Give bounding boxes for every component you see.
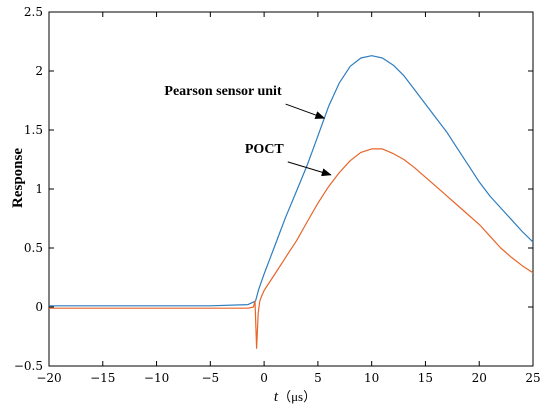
axis-ticks: −20 −15 −10 −5 0 5 10 15 20 25 −0.5 0 0.5 1 1.5 2 2.5 [14, 5, 541, 385]
x-axis-label: t（μs） [274, 389, 316, 405]
plot-area [48, 11, 534, 367]
series-layer [49, 55, 534, 349]
x-axis-label-unit: （μs） [278, 389, 316, 404]
y-tick-label: 0.5 [24, 241, 43, 255]
x-tick-label: −15 [90, 371, 115, 385]
annotation-arrow [285, 103, 326, 119]
x-tick-label: 15 [418, 371, 433, 385]
annotation-arrow [287, 161, 332, 177]
x-tick-label: 5 [314, 371, 322, 385]
y-tick-label: 1.5 [24, 123, 43, 137]
y-tick-label: 2 [35, 64, 43, 78]
annotation-pearson-sensor-unit: Pearson sensor unit [164, 84, 282, 99]
x-tick-label: −5 [201, 371, 219, 385]
annotation-layer: Pearson sensor unit POCT [164, 84, 332, 177]
y-tick-label: −0.5 [14, 359, 43, 373]
annotation-poct: POCT [245, 142, 285, 157]
series-line-poct [49, 148, 534, 349]
y-tick-label: 0 [35, 300, 43, 314]
x-tick-label: −10 [144, 371, 169, 385]
x-tick-label: −20 [36, 371, 61, 385]
y-tick-label: 1 [35, 182, 43, 196]
x-tick-label: 0 [260, 371, 268, 385]
y-axis-label: Response [10, 148, 26, 208]
x-tick-label: 20 [472, 371, 487, 385]
x-tick-label: 25 [525, 371, 540, 385]
x-axis-label-italic: t [274, 389, 279, 405]
y-tick-label: 2.5 [24, 5, 43, 19]
plot-frame-box [48, 11, 534, 367]
x-tick-label: 10 [364, 371, 379, 385]
series-line-pearson [49, 55, 534, 307]
